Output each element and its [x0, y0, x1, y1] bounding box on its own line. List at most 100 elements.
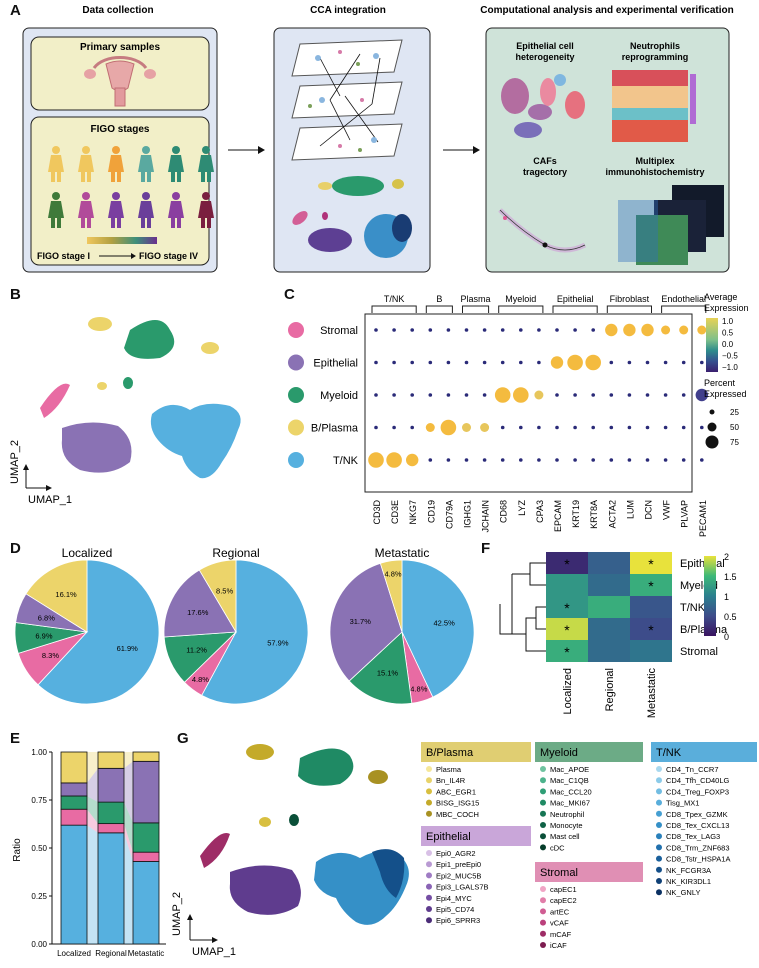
umap-g-axes: [187, 914, 218, 943]
panel-letter-g: G: [177, 730, 189, 747]
ihc-label-1: Multiplex: [635, 156, 674, 166]
pie-slice: [25, 559, 88, 633]
dotplot-dot: [392, 393, 396, 397]
heatmap-cell: [630, 618, 672, 640]
pie-label: 8.3%: [42, 651, 59, 660]
subtype-label: capEC2: [550, 896, 577, 905]
patient-figure-icon: [108, 192, 124, 228]
dotplot-dot: [555, 458, 559, 462]
dotplot-dot: [428, 458, 433, 462]
subtype-dot: [656, 777, 662, 784]
g-cluster-myeloid-2: [289, 814, 299, 826]
dotplot-dot: [374, 393, 378, 397]
dotplot-dot: [663, 360, 668, 365]
dotplot-gene-label: CPA3: [535, 500, 545, 523]
cluster-epithelial: [61, 422, 132, 473]
celltype-header: [535, 742, 643, 762]
dotplot-gene-label: ACTA2: [607, 500, 617, 528]
subtype-dot: [540, 810, 546, 817]
subtype-label: Mac_APOE: [550, 765, 589, 774]
pct-legend-dot: [705, 435, 719, 449]
e-flow: [124, 752, 133, 769]
subtype-label: Tisg_MX1: [666, 799, 699, 808]
cca-layers: [291, 39, 403, 161]
heatmap-star: *: [564, 644, 570, 660]
subtype-label: vCAF: [550, 919, 569, 928]
subtype-dot: [656, 766, 662, 772]
dotplot-dot: [663, 393, 668, 397]
subtype-dot: [426, 810, 432, 817]
dotplot-dot: [573, 393, 577, 397]
pct-legend-label: 75: [730, 438, 739, 447]
e-flow: [124, 761, 133, 823]
dotplot-dot: [410, 328, 415, 332]
avg-expr-title-1: Average: [704, 292, 737, 302]
dotplot-dot: [392, 360, 396, 365]
dotplot-gene-label: KRT19: [571, 500, 581, 528]
subtype-dot: [540, 822, 546, 828]
primary-title: Primary samples: [80, 42, 160, 53]
subtype-dot: [426, 883, 432, 890]
celltype-header-label: Myeloid: [540, 747, 578, 759]
subtype-label: NK_KIR3DL1: [666, 877, 711, 886]
umap-b-xlabel: UMAP_1: [28, 494, 72, 506]
dotplot-dot: [482, 458, 487, 462]
cluster-tnk: [150, 403, 241, 479]
pct-legend-dot: [707, 422, 717, 432]
celltype-header-label: Epithelial: [426, 831, 471, 843]
cluster-bplasma-3: [97, 382, 107, 390]
dotplot-dot: [410, 425, 415, 430]
g-cluster-stromal: [200, 832, 230, 868]
figo-end-label: FIGO stage IV: [139, 251, 198, 261]
subtype-dot: [540, 788, 546, 795]
pie-slice: [163, 631, 238, 683]
dotplot-gene-label: PECAM1: [698, 500, 708, 537]
dotplot-gene-label: CD19: [426, 500, 436, 523]
umap-b-ylabel: UMAP_2: [9, 440, 21, 484]
dotplot-dot: [386, 452, 402, 468]
dotplot-dot: [410, 360, 415, 365]
patient-figure-icon: [48, 192, 64, 228]
e-bar-segment: [132, 751, 160, 762]
pct-legend-label: 50: [730, 423, 739, 432]
col3-title: Computational analysis and experimental …: [480, 5, 733, 16]
patient-figure-icon: [138, 192, 154, 228]
pct-title-2: Expressed: [704, 389, 747, 399]
dotplot-dot: [519, 425, 523, 430]
umap-g-clusters: [200, 744, 409, 925]
cluster-stromal: [40, 383, 70, 418]
heatmap-cell: [588, 596, 630, 618]
subtype-label: CD8_Tex_CXCL13: [666, 821, 729, 830]
dotplot-dot: [392, 328, 396, 332]
e-bar-segment: [60, 751, 88, 784]
pie-label: 6.8%: [38, 613, 55, 622]
e-flow: [87, 768, 98, 803]
cluster-bplasma-2: [201, 342, 219, 354]
panel-a: Data collection CCA integration Computat…: [22, 5, 734, 273]
epi-label-2: heterogeneity: [515, 52, 574, 62]
patient-figures: [48, 146, 214, 228]
expr-tick: −0.5: [722, 352, 738, 361]
epithelial-umap-thumb: [501, 74, 585, 138]
pie-title: Localized: [62, 546, 113, 560]
dotplot-row-label: Myeloid: [320, 390, 358, 402]
subtype-dot: [426, 872, 432, 879]
dotplot-row-label: Epithelial: [313, 358, 358, 370]
e-bar-segment: [132, 760, 160, 824]
pie-label: 4.8%: [192, 675, 209, 684]
umap-b-clusters: [40, 317, 241, 479]
figo-start-label: FIGO stage I: [37, 251, 90, 261]
cluster-myeloid-2: [123, 377, 133, 389]
dotplot-dot: [519, 458, 523, 462]
subtype-dot: [540, 833, 546, 840]
e-flow: [87, 809, 98, 833]
dotplot-row-label: T/NK: [333, 455, 359, 467]
group-label: B: [436, 294, 442, 304]
heatmap-cell: [546, 640, 588, 662]
dotplot-dot: [446, 458, 451, 462]
dotplot-dot: [555, 425, 559, 430]
pie-label: 31.7%: [350, 617, 372, 626]
subtype-dot: [656, 788, 662, 795]
patient-figure-icon: [48, 146, 64, 182]
dotplot-dot: [406, 453, 419, 467]
